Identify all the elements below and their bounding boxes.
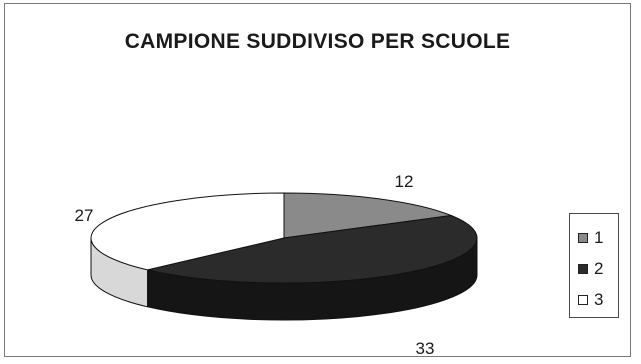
data-label-3: 27 <box>75 206 94 225</box>
pie-slice-3 <box>90 192 285 271</box>
legend-label-1: 1 <box>594 227 604 247</box>
data-label-1: 12 <box>395 172 414 191</box>
legend-label-3: 3 <box>594 289 604 309</box>
pie-chart: 12 33 27 <box>75 172 478 356</box>
chart-title: CAMPIONE SUDDIVISO PER SCUOLE <box>124 30 511 53</box>
legend: 1 2 3 <box>569 213 619 318</box>
legend-label-2: 2 <box>594 258 604 278</box>
data-label-2: 33 <box>416 339 435 356</box>
legend-swatch-2 <box>578 263 588 274</box>
chart-frame: CAMPIONE SUDDIVISO PER SCUOLE 12 33 27 1 2… <box>4 3 631 357</box>
legend-item-2: 2 <box>578 253 618 284</box>
legend-swatch-3 <box>578 294 588 305</box>
pie-slice-2 <box>147 214 478 284</box>
legend-item-3: 3 <box>578 284 618 315</box>
legend-swatch-1 <box>578 232 588 243</box>
legend-item-1: 1 <box>578 222 618 253</box>
pie-slice-1 <box>283 192 454 239</box>
